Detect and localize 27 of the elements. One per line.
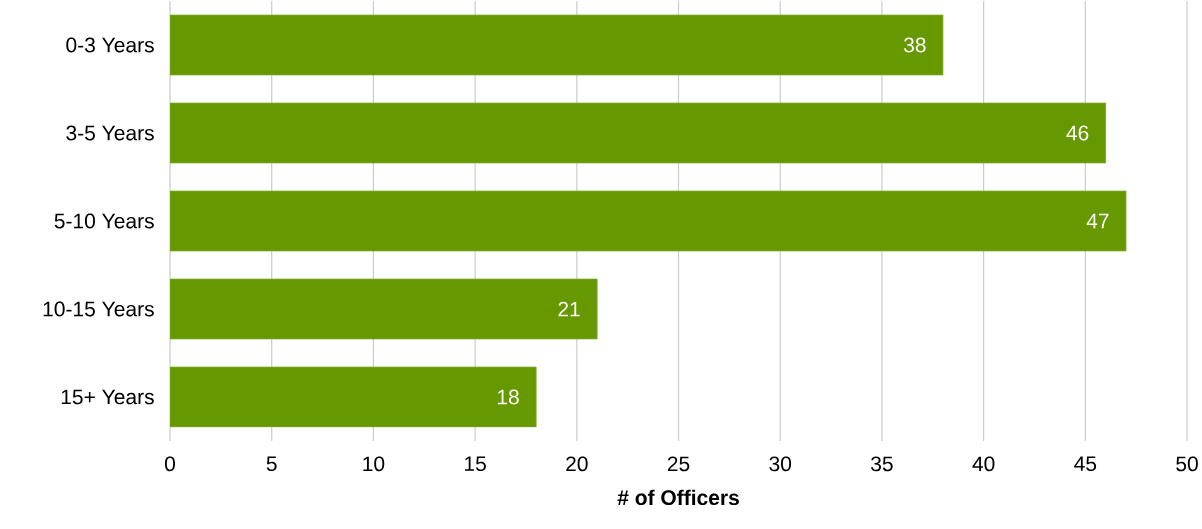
data-label: 18: [497, 389, 519, 405]
y-tick-label: 0-3 Years: [66, 37, 154, 53]
y-tick-label: 15+ Years: [61, 389, 154, 405]
x-tick-label: 10: [363, 456, 385, 472]
x-tick-label: 45: [1074, 456, 1097, 472]
x-tick-label: 25: [667, 456, 690, 472]
x-tick-label: 50: [1176, 456, 1198, 472]
data-label: 47: [1086, 213, 1109, 229]
bar: [170, 190, 1127, 252]
data-label: 38: [903, 37, 926, 53]
x-axis-title: # of Officers: [617, 489, 739, 506]
x-tick-label: 40: [972, 456, 995, 472]
data-label: 46: [1066, 125, 1089, 141]
bar: [170, 102, 1107, 164]
data-label: 21: [558, 301, 580, 317]
x-tick-label: 30: [769, 456, 792, 472]
x-tick-label: 35: [871, 456, 893, 472]
x-tick-label: 0: [164, 456, 176, 472]
x-tick-label: 5: [266, 456, 277, 472]
x-tick-label: 15: [465, 456, 486, 472]
bar: [170, 366, 537, 428]
y-tick-label: 3-5 Years: [66, 125, 154, 141]
y-tick-label: 10-15 Years: [43, 301, 154, 317]
y-tick-label: 5-10 Years: [54, 213, 154, 229]
x-tick-label: 20: [566, 456, 588, 472]
bar: [170, 14, 944, 76]
bar: [170, 278, 598, 340]
